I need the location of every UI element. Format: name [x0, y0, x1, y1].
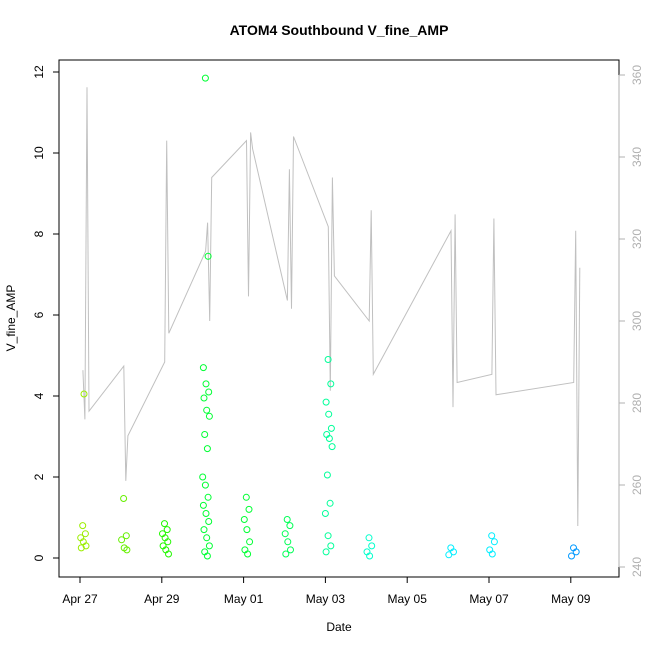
y2-tick-label: 340	[630, 147, 644, 167]
data-point	[287, 546, 294, 554]
data-point	[243, 526, 251, 534]
data-point	[199, 364, 207, 372]
chart-title: ATOM4 Southbound V_fine_AMP	[230, 22, 449, 38]
data-point	[205, 412, 213, 420]
y-tick-label: 12	[32, 65, 46, 79]
data-point	[327, 542, 335, 550]
x-tick-label: May 09	[551, 592, 591, 606]
y-tick-label: 4	[32, 392, 46, 399]
y-axis-label: V_fine_AMP	[4, 285, 18, 352]
data-point	[77, 544, 85, 552]
y2-axis: 240 260 280 300 320 340 360	[618, 65, 644, 577]
data-point	[490, 538, 498, 546]
data-point	[322, 398, 330, 406]
data-point	[488, 532, 496, 540]
data-point	[368, 542, 376, 550]
data-point	[327, 380, 335, 388]
data-point	[203, 534, 211, 542]
x-tick-label: May 03	[306, 592, 346, 606]
data-point	[284, 538, 292, 546]
series-line	[82, 87, 581, 527]
data-point	[163, 526, 171, 534]
data-point	[199, 473, 207, 481]
data-point	[328, 443, 336, 451]
data-point	[240, 516, 248, 523]
x-tick-label: Apr 27	[62, 592, 98, 606]
data-point	[245, 505, 253, 513]
data-point	[282, 550, 290, 558]
x-tick-label: Apr 29	[144, 592, 180, 606]
data-point	[326, 499, 334, 507]
data-point	[79, 522, 87, 530]
y2-tick-label: 240	[630, 557, 644, 577]
data-point	[488, 550, 496, 558]
secondary-series-layer	[82, 87, 581, 527]
data-point	[81, 530, 89, 538]
data-point	[123, 546, 131, 554]
data-point	[165, 550, 172, 558]
data-point	[205, 518, 213, 525]
y-tick-label: 0	[32, 554, 46, 561]
data-point	[118, 536, 126, 544]
x-tick-label: May 01	[224, 592, 264, 606]
data-point	[366, 552, 374, 560]
data-point	[322, 548, 330, 556]
data-point	[204, 493, 212, 501]
data-point	[244, 550, 252, 558]
y2-tick-label: 300	[630, 311, 644, 331]
y-tick-label: 10	[32, 146, 46, 160]
data-point	[200, 526, 208, 534]
x-tick-label: May 07	[469, 592, 509, 606]
data-point	[242, 493, 250, 501]
data-point	[568, 552, 575, 560]
y-axis: 0 2 4 6 8 10 12	[32, 65, 60, 561]
data-point	[202, 510, 210, 517]
data-point	[80, 390, 88, 398]
data-point	[324, 356, 332, 363]
data-point	[325, 435, 333, 442]
data-point	[321, 510, 329, 517]
data-point	[281, 530, 289, 538]
data-point	[199, 501, 207, 509]
data-point	[201, 481, 209, 489]
data-point	[325, 410, 333, 418]
data-point	[286, 522, 294, 530]
y-tick-label: 2	[32, 473, 46, 480]
data-point	[203, 552, 211, 560]
y2-tick-label: 320	[630, 229, 644, 249]
data-point	[246, 538, 254, 546]
data-point	[323, 471, 331, 479]
data-point	[327, 424, 335, 432]
data-point	[324, 532, 332, 540]
data-point	[204, 252, 212, 260]
data-point	[445, 551, 453, 559]
data-point	[200, 394, 208, 402]
y-tick-label: 6	[32, 311, 46, 318]
data-point	[82, 542, 90, 550]
data-point	[120, 495, 128, 502]
scatter-points-layer	[77, 74, 580, 560]
data-point	[122, 532, 130, 540]
y2-tick-label: 280	[630, 393, 644, 413]
x-axis-label: Date	[326, 620, 352, 634]
data-point	[201, 431, 209, 438]
data-point	[164, 538, 172, 546]
data-point	[205, 388, 213, 396]
data-point	[203, 445, 211, 453]
data-point	[365, 534, 373, 542]
data-point	[205, 542, 213, 550]
data-point	[572, 548, 580, 556]
x-axis: Apr 27 Apr 29 May 01 May 03 May 05 May 07 May …	[62, 576, 591, 606]
y2-tick-label: 260	[630, 475, 644, 495]
data-point	[283, 516, 291, 523]
data-point	[203, 406, 211, 414]
y-tick-label: 8	[32, 230, 46, 237]
y2-tick-label: 360	[630, 65, 644, 85]
data-point	[202, 380, 210, 388]
data-point	[161, 520, 168, 528]
data-point	[201, 74, 209, 82]
x-tick-label: May 05	[388, 592, 428, 606]
